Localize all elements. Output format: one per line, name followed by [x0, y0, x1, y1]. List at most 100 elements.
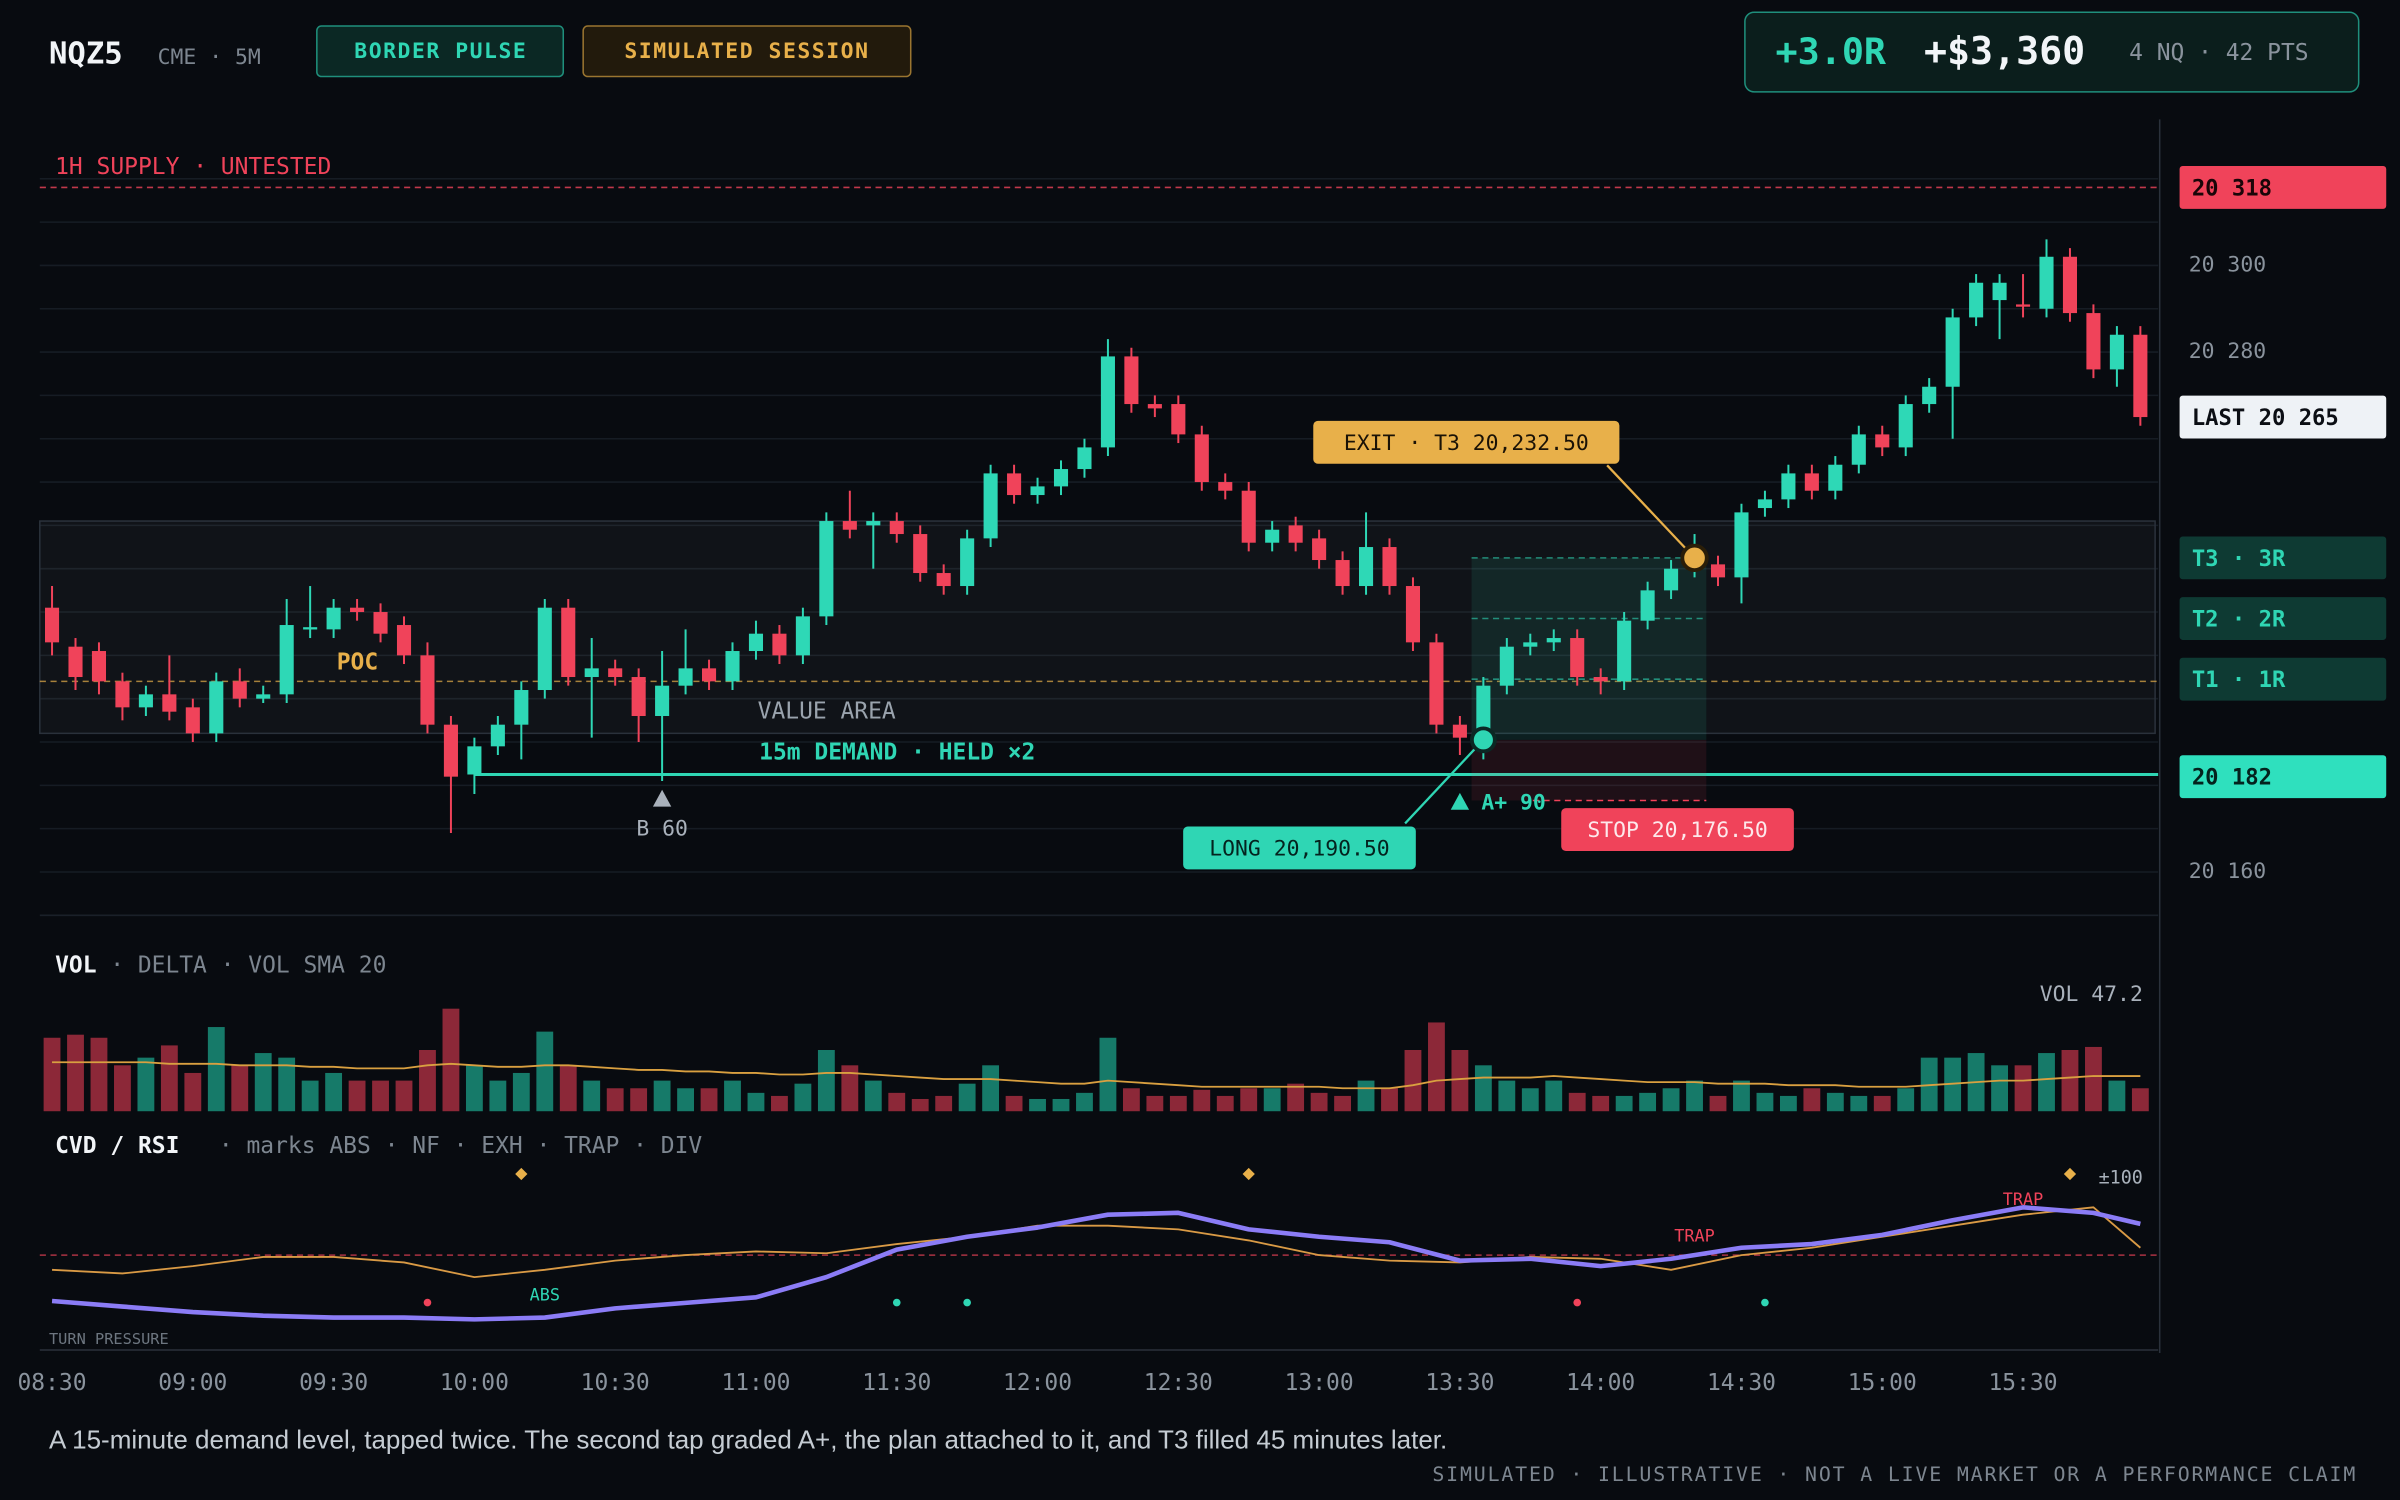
volume-bar	[419, 1050, 436, 1112]
candle-body	[490, 724, 505, 747]
volume-bar	[1310, 1092, 1328, 1112]
volume-bar	[1052, 1098, 1070, 1112]
candle-body	[537, 607, 552, 691]
candle-body	[584, 668, 599, 678]
x-tick-label: 15:30	[1989, 1370, 2058, 1396]
candle-body	[748, 633, 764, 652]
leader	[1606, 464, 1696, 559]
supply-label: 1H SUPPLY · UNTESTED	[55, 154, 331, 180]
badge	[316, 25, 565, 78]
volume-bar	[1568, 1092, 1586, 1112]
candle-body	[1382, 547, 1397, 587]
candle-body	[936, 573, 951, 587]
symbol: NQZ5	[49, 37, 123, 72]
candle-body	[1945, 317, 1960, 387]
volume-bar	[2131, 1088, 2149, 1112]
volume-bar	[583, 1080, 601, 1112]
y-tick-label: 20 300	[2189, 252, 2266, 277]
volume-bar	[512, 1072, 530, 1112]
volume-bar	[1639, 1092, 1657, 1112]
x-tick-label: 08:30	[18, 1370, 87, 1396]
volume-bar	[1873, 1095, 1891, 1112]
volume-bar	[864, 1080, 882, 1112]
x-tick-label: 14:30	[1707, 1370, 1776, 1396]
x-tick-label: 10:00	[440, 1370, 509, 1396]
stat-r: +3.0R	[1776, 30, 1887, 73]
volume-bar	[1005, 1095, 1023, 1112]
volume-bar	[325, 1072, 343, 1112]
candle-body	[1288, 525, 1303, 543]
signal-marker	[1450, 792, 1470, 810]
volume-bar	[1240, 1088, 1258, 1112]
trade-risk	[1471, 739, 1707, 801]
candle-body	[420, 655, 435, 725]
exit-tag	[1313, 420, 1620, 464]
volume-bar	[90, 1037, 108, 1112]
volume-bar	[137, 1057, 155, 1112]
volume-bar	[1850, 1095, 1868, 1112]
stop-tag	[1561, 808, 1794, 852]
volume-bar	[911, 1098, 929, 1112]
price-tag-label: T3 · 3R	[2192, 546, 2286, 572]
price-tag	[2179, 536, 2387, 580]
candle-body	[1664, 568, 1679, 591]
candle-body	[795, 616, 810, 656]
candle-body	[561, 607, 576, 678]
volume-bar	[1733, 1080, 1750, 1112]
candle-body	[2016, 304, 2031, 307]
volume-bar	[888, 1092, 906, 1112]
volume-bar	[1404, 1050, 1422, 1112]
volume-bar	[1897, 1088, 1915, 1112]
cvd-dot	[423, 1298, 432, 1307]
footer: SIMULATED · ILLUSTRATIVE · NOT A LIVE MA…	[1432, 1463, 2357, 1486]
volume-bar	[747, 1092, 765, 1112]
candle-body	[115, 681, 130, 708]
volume-bar	[254, 1053, 272, 1112]
candle-body	[185, 707, 200, 734]
volume-bar	[2014, 1065, 2032, 1112]
volume-bar	[1662, 1088, 1680, 1112]
layer: 20 300 20 280 20 160 B 60 A+ 90 EXIT · T3 20,…	[18, 166, 2387, 1396]
candle-body	[326, 607, 341, 630]
x-tick-label: 12:00	[1003, 1370, 1072, 1396]
candle-body	[819, 521, 834, 617]
volume-bar	[2061, 1050, 2079, 1112]
signal-marker	[652, 789, 672, 807]
layer: VALUE AREA 1H SUPPLY · UNTESTED POC 15m DEM…	[39, 119, 2161, 1354]
volume-bar	[1779, 1095, 1797, 1112]
cvd-dot	[1761, 1298, 1769, 1307]
volume-bar	[207, 1027, 225, 1112]
vol-subtitle: · DELTA · VOL SMA 20	[110, 952, 386, 978]
x-tick-label: 13:00	[1285, 1370, 1354, 1396]
volume-bar	[1826, 1092, 1844, 1112]
stat-size: 4 NQ · 42 PTS	[2129, 40, 2309, 66]
stat-pnl: +$3,360	[1924, 29, 2085, 74]
candle-body	[866, 521, 881, 526]
badge-text: SIMULATED SESSION	[624, 39, 869, 64]
value-area-label: VALUE AREA	[758, 698, 896, 724]
volume-bar	[184, 1072, 202, 1112]
candle-body	[1405, 586, 1421, 643]
volume-bar	[1263, 1088, 1281, 1112]
volume-bar	[1709, 1095, 1727, 1112]
cvd-diamond	[515, 1167, 528, 1181]
candle-body	[209, 681, 224, 734]
signal-label: A+ 90	[1481, 791, 1545, 816]
cvd-mark: TRAP	[2003, 1189, 2044, 1209]
volume-bar	[1498, 1080, 1516, 1112]
cvd-mark: TRAP	[1674, 1226, 1715, 1246]
volume-bar	[1592, 1095, 1610, 1112]
volume-bar	[1287, 1083, 1305, 1112]
candle-body	[1710, 564, 1726, 578]
candle-body	[232, 681, 247, 699]
candle-body	[889, 521, 904, 535]
volume-bar	[1146, 1095, 1164, 1112]
volume-bar	[1991, 1065, 2008, 1112]
price-tag-label: T1 · 1R	[2192, 667, 2286, 693]
cvd-footer: TURN PRESSURE	[49, 1330, 169, 1348]
candle-body	[373, 612, 388, 634]
candle-body	[1640, 590, 1655, 621]
stop-label: STOP 20,176.50	[1587, 818, 1767, 843]
candle-body	[1922, 386, 1937, 405]
